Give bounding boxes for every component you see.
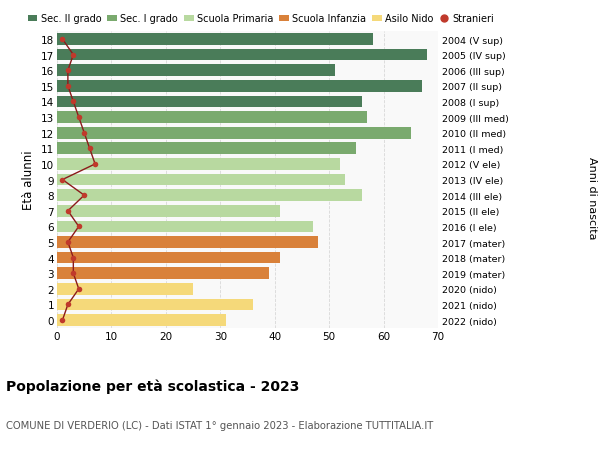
Bar xyxy=(57,81,422,93)
Text: COMUNE DI VERDERIO (LC) - Dati ISTAT 1° gennaio 2023 - Elaborazione TUTTITALIA.I: COMUNE DI VERDERIO (LC) - Dati ISTAT 1° … xyxy=(6,420,433,430)
Bar xyxy=(57,34,373,46)
Y-axis label: Età alunni: Età alunni xyxy=(22,151,35,210)
Bar xyxy=(57,96,362,108)
Bar xyxy=(57,221,313,233)
Bar xyxy=(57,314,226,326)
Bar xyxy=(57,237,318,248)
Text: Popolazione per età scolastica - 2023: Popolazione per età scolastica - 2023 xyxy=(6,379,299,393)
Bar xyxy=(57,50,427,62)
Bar xyxy=(57,112,367,123)
Bar xyxy=(57,190,362,202)
Bar xyxy=(57,128,411,139)
Bar xyxy=(57,159,340,170)
Bar xyxy=(57,143,356,155)
Bar xyxy=(57,299,253,311)
Bar xyxy=(57,174,346,186)
Bar xyxy=(57,65,335,77)
Bar xyxy=(57,252,280,264)
Text: Anni di nascita: Anni di nascita xyxy=(587,156,597,239)
Bar xyxy=(57,283,193,295)
Bar xyxy=(57,206,280,217)
Bar xyxy=(57,268,269,280)
Legend: Sec. II grado, Sec. I grado, Scuola Primaria, Scuola Infanzia, Asilo Nido, Stran: Sec. II grado, Sec. I grado, Scuola Prim… xyxy=(28,14,494,24)
